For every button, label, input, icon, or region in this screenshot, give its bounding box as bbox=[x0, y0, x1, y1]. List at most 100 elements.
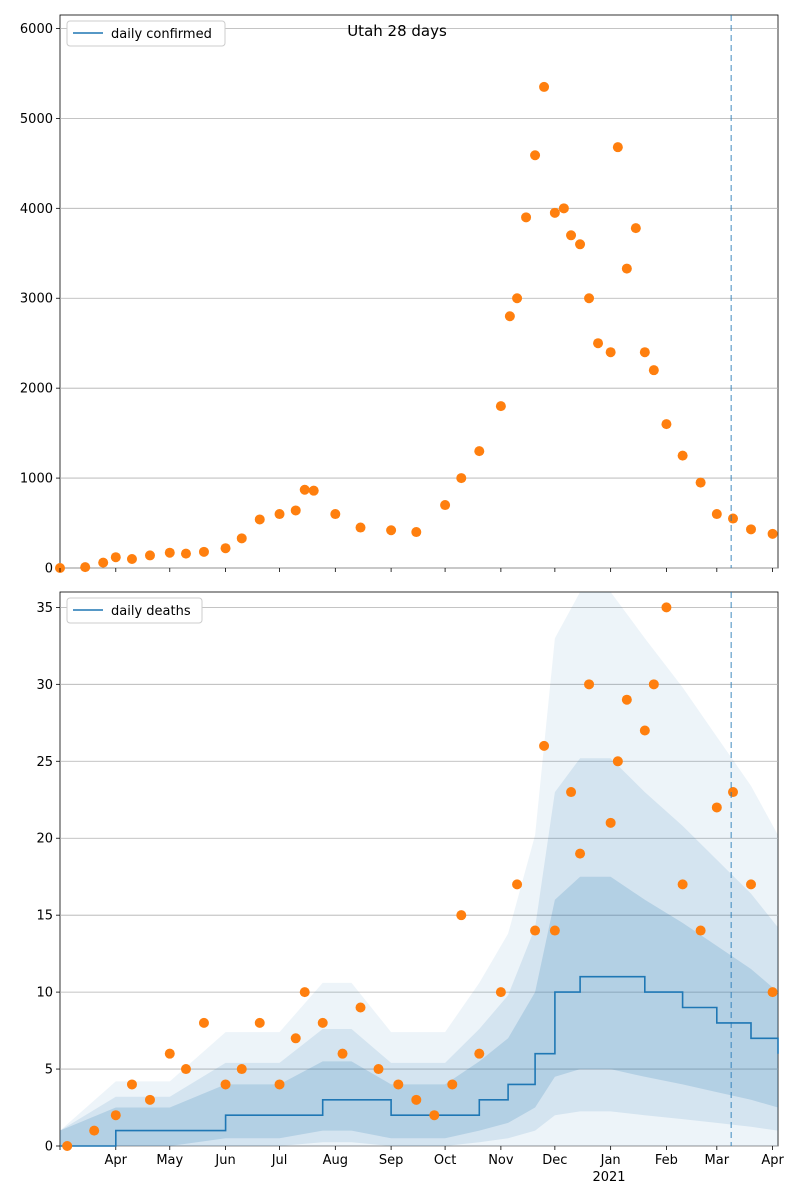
deaths-point bbox=[566, 787, 577, 798]
confirmed-point bbox=[126, 554, 137, 565]
deaths-point bbox=[317, 1017, 328, 1028]
confirmed-point bbox=[180, 548, 191, 559]
confirmed-point bbox=[386, 525, 397, 536]
deaths-y-tick-label: 15 bbox=[36, 909, 53, 924]
deaths-point bbox=[220, 1079, 231, 1090]
deaths-legend: daily deaths bbox=[66, 597, 203, 624]
deaths-y-tick-label: 30 bbox=[36, 678, 53, 693]
deaths-legend-box bbox=[66, 597, 203, 624]
confirmed-point bbox=[630, 223, 641, 234]
confirmed-y-tick-label: 6000 bbox=[20, 22, 53, 37]
confirmed-point bbox=[558, 203, 569, 214]
confirmed-point bbox=[584, 293, 595, 304]
deaths-point bbox=[767, 987, 778, 998]
confirmed-point bbox=[512, 293, 523, 304]
deaths-point bbox=[456, 910, 467, 921]
deaths-point bbox=[512, 879, 523, 890]
deaths-point bbox=[677, 879, 688, 890]
confirmed-point bbox=[539, 81, 550, 92]
deaths-point bbox=[661, 602, 672, 613]
deaths-point bbox=[746, 879, 757, 890]
date-x-tick-label: Nov bbox=[488, 1153, 514, 1168]
deaths-point bbox=[198, 1017, 209, 1028]
confirmed-point bbox=[711, 509, 722, 520]
confirmed-points bbox=[55, 81, 778, 573]
confirmed-point bbox=[274, 509, 285, 520]
deaths-point bbox=[530, 925, 541, 936]
confirmed-point bbox=[299, 484, 310, 495]
deaths-uncertainty-bands bbox=[60, 592, 778, 1146]
confirmed-point bbox=[144, 550, 155, 561]
confirmed-point bbox=[308, 485, 319, 496]
confirmed-point bbox=[474, 446, 485, 457]
deaths-legend-label: daily deaths bbox=[111, 604, 191, 619]
confirmed-y-tick-label: 1000 bbox=[20, 472, 53, 487]
deaths-point bbox=[612, 756, 623, 767]
confirmed-point bbox=[767, 528, 778, 539]
deaths-point bbox=[474, 1048, 485, 1059]
date-x-tick-label: Dec bbox=[542, 1153, 567, 1168]
deaths-point bbox=[62, 1141, 73, 1151]
date-x-tick-label: Jun bbox=[214, 1153, 235, 1168]
confirmed-point bbox=[254, 514, 265, 525]
confirmed-legend-label: daily confirmed bbox=[111, 27, 212, 42]
confirmed-point bbox=[728, 513, 739, 524]
deaths-point bbox=[539, 740, 550, 751]
deaths-point bbox=[110, 1110, 121, 1121]
confirmed-point bbox=[566, 230, 577, 241]
confirmed-point bbox=[639, 347, 650, 358]
confirmed-point bbox=[521, 212, 532, 223]
date-x-tick-label: May bbox=[156, 1153, 183, 1168]
deaths-point bbox=[639, 725, 650, 736]
confirmed-point bbox=[456, 473, 467, 484]
confirmed-panel: 0 1000 2000 3000 4000 5000 6000 Utah 28 days d… bbox=[20, 14, 779, 577]
deaths-band-95% bbox=[60, 592, 778, 1146]
confirmed-point bbox=[198, 546, 209, 557]
deaths-point bbox=[180, 1064, 191, 1075]
confirmed-point bbox=[411, 527, 422, 538]
deaths-point bbox=[254, 1017, 265, 1028]
deaths-y-tick-label: 25 bbox=[36, 755, 53, 770]
confirmed-point bbox=[164, 547, 175, 558]
confirmed-point bbox=[549, 207, 560, 218]
deaths-point bbox=[495, 987, 506, 998]
deaths-point bbox=[605, 817, 616, 828]
confirmed-point bbox=[495, 401, 506, 412]
date-x-tick-label: Apr bbox=[761, 1153, 784, 1168]
chart-title: Utah 28 days bbox=[347, 22, 447, 40]
confirmed-point bbox=[661, 419, 672, 430]
confirmed-point bbox=[504, 311, 515, 322]
confirmed-point bbox=[236, 533, 247, 544]
confirmed-point bbox=[290, 505, 301, 516]
date-x-tick-label: Jan bbox=[600, 1153, 621, 1168]
confirmed-legend-box bbox=[66, 20, 226, 47]
confirmed-point bbox=[440, 500, 451, 511]
deaths-point bbox=[373, 1064, 384, 1075]
deaths-line bbox=[60, 975, 779, 1147]
confirmed-point bbox=[530, 150, 541, 161]
deaths-point bbox=[355, 1002, 366, 1013]
confirmed-y-tick-label: 5000 bbox=[20, 112, 53, 127]
deaths-point bbox=[429, 1110, 440, 1121]
deaths-band-50% bbox=[60, 876, 778, 1146]
deaths-points bbox=[62, 602, 778, 1151]
date-x-tick-label: Mar bbox=[705, 1153, 730, 1168]
deaths-point bbox=[584, 679, 595, 690]
date-x-tick-label: Feb bbox=[655, 1153, 678, 1168]
confirmed-point bbox=[648, 365, 659, 376]
deaths-panel: 0 5 10 15 20 25 30 35 Apr May Jun Jul Aug Sep Oct Nov D… bbox=[36, 568, 784, 1185]
confirmed-point bbox=[677, 450, 688, 461]
confirmed-point bbox=[98, 557, 109, 568]
confirmed-x-tick-marks bbox=[59, 568, 774, 572]
x-year-label: 2021 bbox=[592, 1170, 625, 1185]
deaths-point bbox=[393, 1079, 404, 1090]
deaths-point bbox=[575, 848, 586, 859]
confirmed-y-tick-label: 4000 bbox=[20, 202, 53, 217]
deaths-point bbox=[648, 679, 659, 690]
confirmed-point bbox=[355, 522, 366, 533]
confirmed-y-ticks: 0 1000 2000 3000 4000 5000 6000 bbox=[20, 22, 60, 577]
deaths-point bbox=[236, 1064, 247, 1075]
confirmed-y-tick-label: 0 bbox=[45, 562, 53, 577]
deaths-band-80% bbox=[60, 758, 778, 1146]
confirmed-point bbox=[110, 552, 121, 563]
